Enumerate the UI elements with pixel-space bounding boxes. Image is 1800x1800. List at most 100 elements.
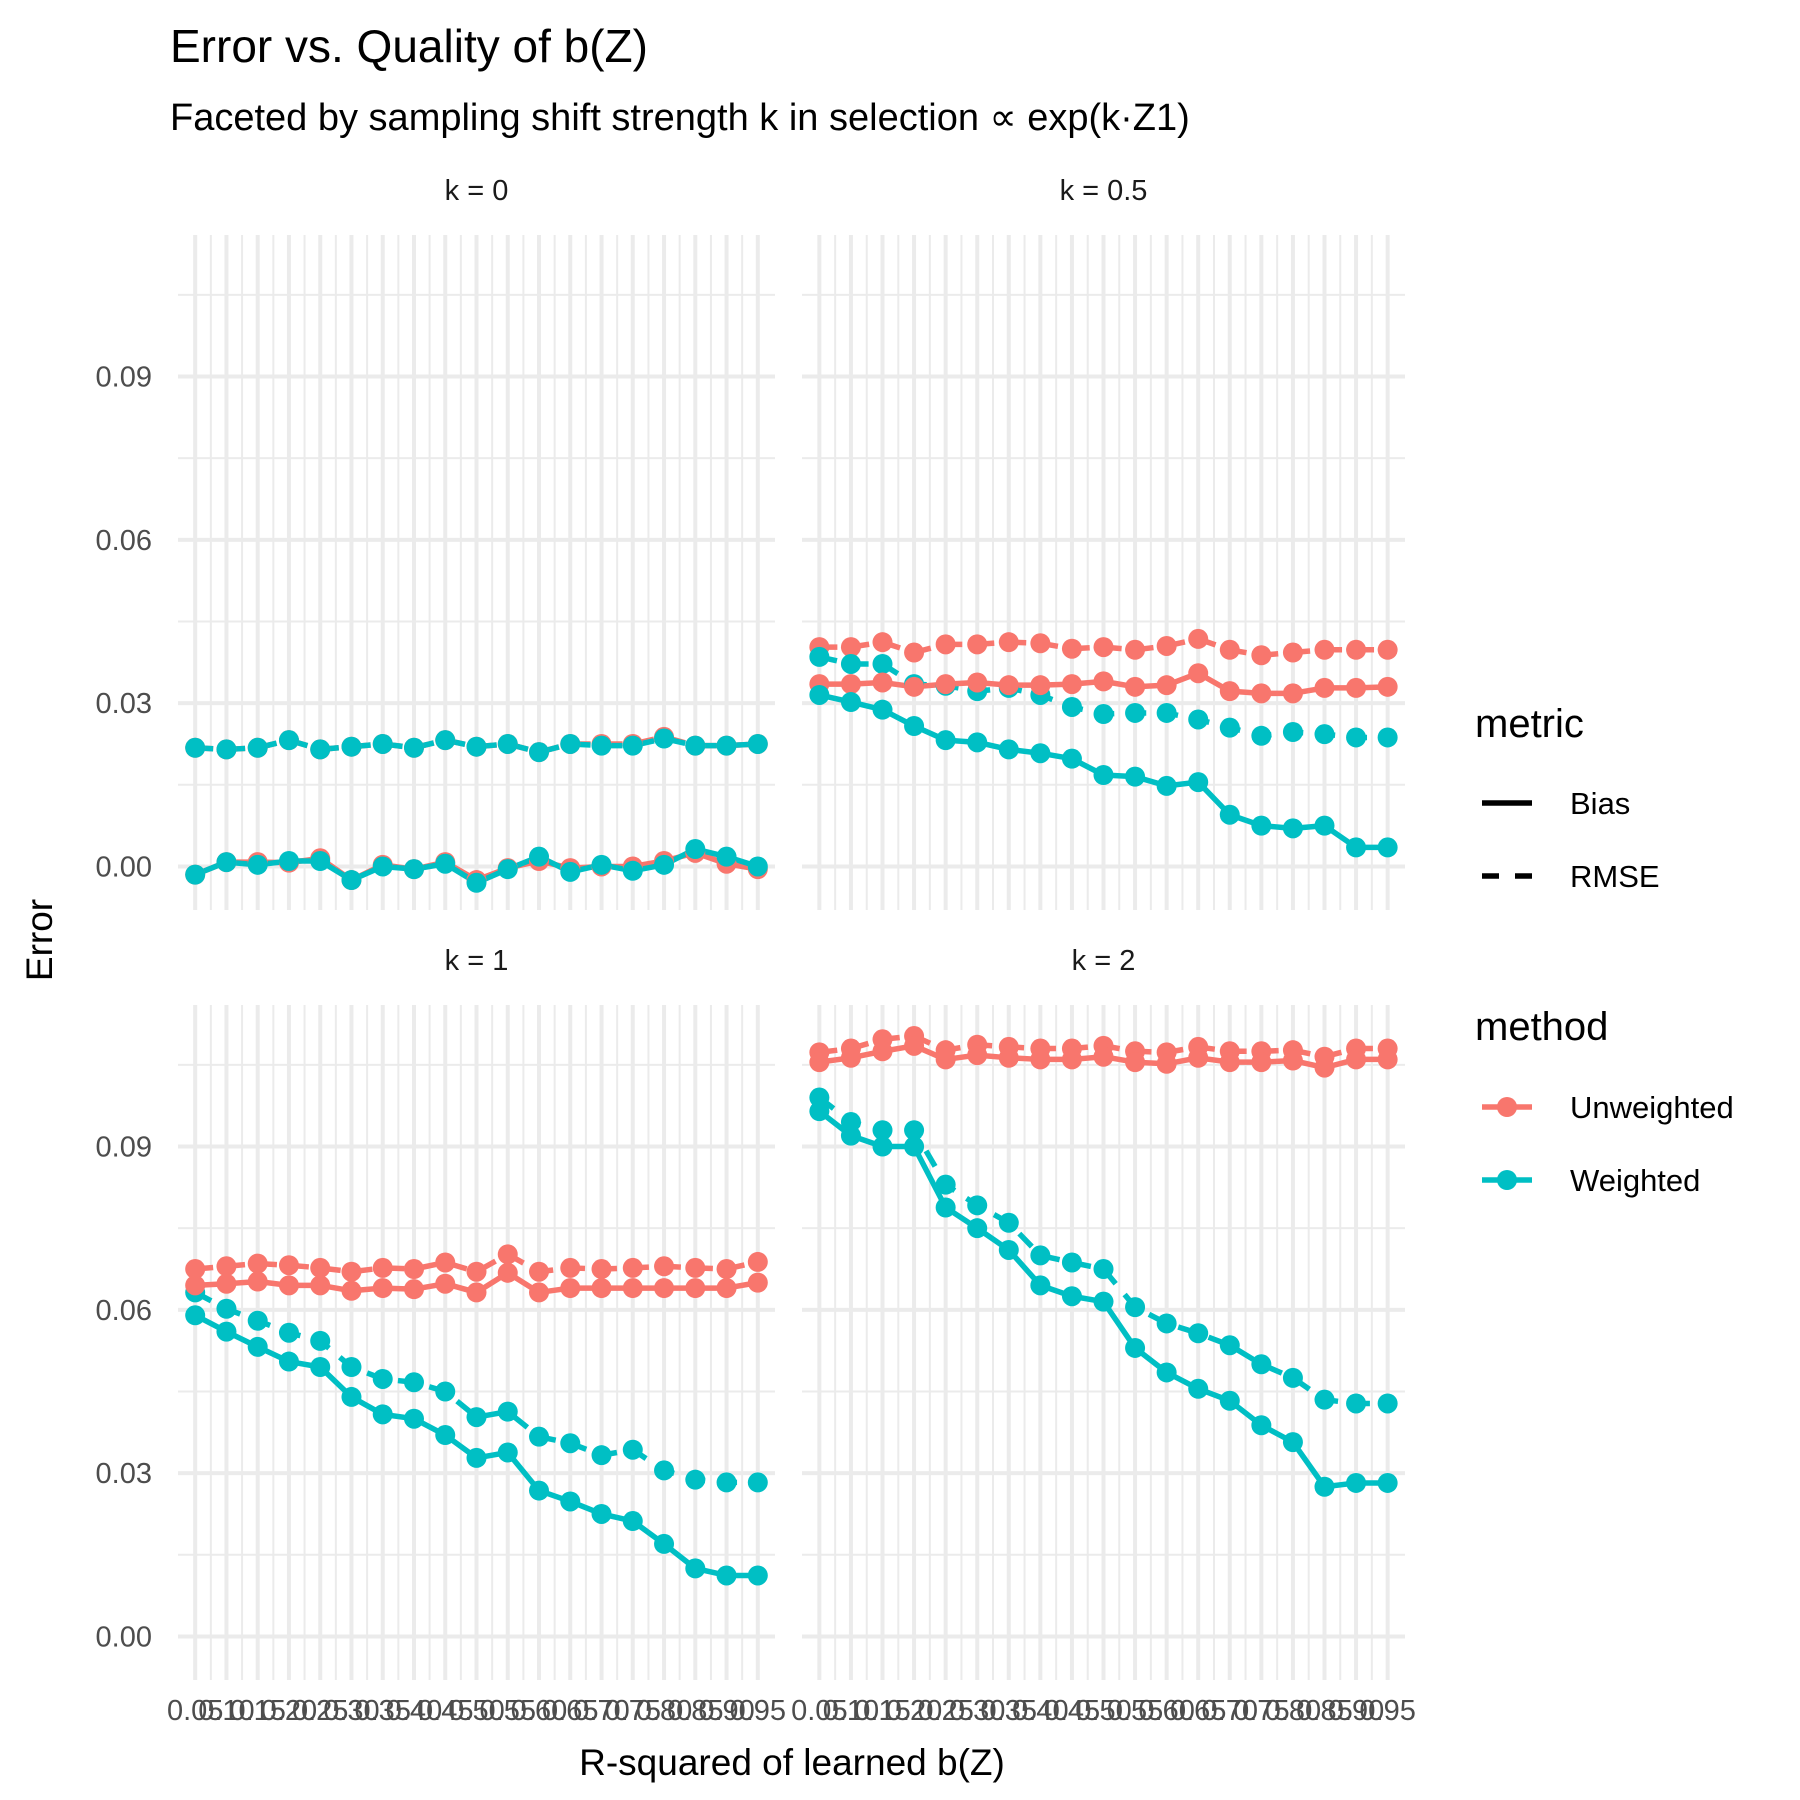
data-point [1282, 721, 1303, 742]
data-point [685, 1469, 706, 1490]
data-point [622, 735, 643, 756]
data-point [1188, 1047, 1209, 1068]
data-point [1219, 1390, 1240, 1411]
data-point [310, 1275, 331, 1296]
data-point [1093, 1291, 1114, 1312]
data-point [435, 730, 456, 751]
data-point [809, 646, 830, 667]
data-point [529, 1426, 550, 1447]
data-point [247, 854, 268, 875]
data-point [1030, 1245, 1051, 1266]
data-point [247, 1336, 268, 1357]
data-point [840, 692, 861, 713]
data-point [1346, 727, 1367, 748]
chart-title: Error vs. Quality of b(Z) [170, 20, 648, 72]
data-point [1156, 1053, 1177, 1074]
data-point [654, 854, 675, 875]
data-point [1377, 837, 1398, 858]
data-point [591, 1259, 612, 1280]
data-point [341, 1386, 362, 1407]
data-point [998, 632, 1019, 653]
data-point [1061, 696, 1082, 717]
legend-key-point [1497, 1170, 1517, 1190]
data-point [654, 1533, 675, 1554]
data-point [466, 736, 487, 757]
y-tick-label: 0.09 [96, 362, 152, 394]
data-point [1093, 1259, 1114, 1280]
x-tick-label: 0.95 [1359, 1695, 1415, 1727]
data-point [560, 1257, 581, 1278]
data-point [904, 1035, 925, 1056]
data-point [435, 1425, 456, 1446]
data-point [1093, 671, 1114, 692]
data-point [1377, 727, 1398, 748]
data-point [560, 733, 581, 754]
data-point [872, 1041, 893, 1062]
data-point [1251, 1415, 1272, 1436]
data-point [967, 732, 988, 753]
data-point [809, 1101, 830, 1122]
facet-strip-label: k = 1 [445, 945, 509, 977]
data-point [1282, 1432, 1303, 1453]
data-point [185, 864, 206, 885]
data-point [216, 1273, 237, 1294]
data-point [560, 1491, 581, 1512]
x-tick-label: 0.60 [511, 1695, 567, 1727]
x-tick-label: 0.70 [1202, 1695, 1258, 1727]
data-point [247, 1253, 268, 1274]
x-tick-label: 0.05 [167, 1695, 223, 1727]
data-point [1314, 1057, 1335, 1078]
x-tick-label: 0.40 [1012, 1695, 1068, 1727]
data-point [310, 1356, 331, 1377]
data-point [1282, 1050, 1303, 1071]
data-point [904, 676, 925, 697]
x-tick-label: 0.15 [854, 1695, 910, 1727]
x-tick-label: 0.85 [1296, 1695, 1352, 1727]
x-tick-label: 0.35 [355, 1695, 411, 1727]
y-tick-label: 0.00 [96, 851, 152, 883]
data-point [904, 1120, 925, 1141]
data-point [872, 1136, 893, 1157]
data-point [529, 1261, 550, 1282]
x-tick-label: 0.80 [636, 1695, 692, 1727]
data-point [872, 1120, 893, 1141]
x-tick-label: 0.20 [886, 1695, 942, 1727]
data-point [809, 1052, 830, 1073]
data-point [1346, 1393, 1367, 1414]
data-point [685, 735, 706, 756]
facet-panel: k = 0 0.00 0.03 0.06 0.09 [96, 175, 775, 910]
data-point [591, 1445, 612, 1466]
data-point [904, 1136, 925, 1157]
data-point [216, 852, 237, 873]
legend: metric Bias RMSE method Unweighted Weighted [1475, 702, 1734, 1198]
data-point [341, 1280, 362, 1301]
data-point [1156, 702, 1177, 723]
data-point [1125, 639, 1146, 660]
data-point [529, 742, 550, 763]
x-tick-label: 0.20 [261, 1695, 317, 1727]
x-tick-label: 0.65 [542, 1695, 598, 1727]
x-tick-label: 0.80 [1265, 1695, 1321, 1727]
data-point [872, 699, 893, 720]
data-point [1251, 1052, 1272, 1073]
data-point [341, 736, 362, 757]
data-point [1219, 1052, 1240, 1073]
data-point [403, 1408, 424, 1429]
data-point [497, 1262, 518, 1283]
facet-panel: k = 2 0.050.100.150.200.250.300.350.400.4… [791, 945, 1416, 1727]
data-point [497, 1442, 518, 1463]
data-point [216, 1256, 237, 1277]
facet-strip-label: k = 0.5 [1060, 175, 1148, 207]
data-point [560, 1278, 581, 1299]
x-tick-label: 0.25 [292, 1695, 348, 1727]
data-point [1314, 724, 1335, 745]
data-point [216, 739, 237, 760]
x-tick-label: 0.15 [229, 1695, 285, 1727]
data-point [1346, 677, 1367, 698]
data-point [935, 730, 956, 751]
data-point [1377, 676, 1398, 697]
data-point [622, 860, 643, 881]
x-tick-label: 0.90 [698, 1695, 754, 1727]
data-point [1188, 663, 1209, 684]
data-point [685, 839, 706, 860]
